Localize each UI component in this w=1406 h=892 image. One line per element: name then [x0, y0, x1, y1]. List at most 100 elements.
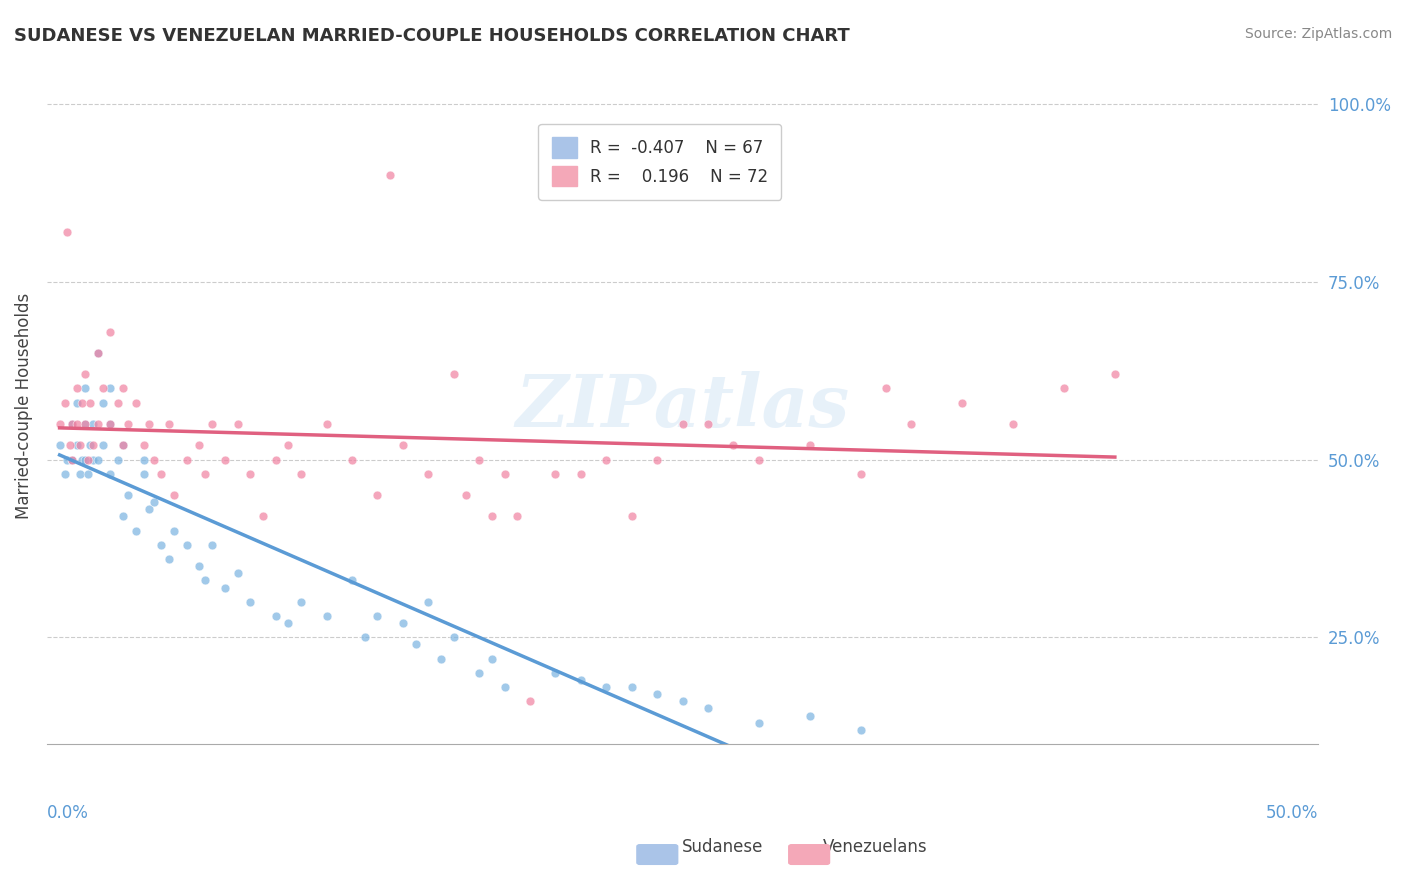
Point: [697, 701, 720, 715]
Point: [620, 680, 643, 694]
Point: [671, 417, 693, 431]
Point: [201, 538, 224, 552]
Point: [277, 616, 299, 631]
Point: [595, 680, 617, 694]
Point: [69, 467, 91, 481]
Point: [378, 168, 401, 182]
Point: [117, 417, 139, 431]
Point: [1053, 382, 1076, 396]
Point: [100, 325, 122, 339]
Point: [193, 467, 215, 481]
Point: [72, 395, 94, 409]
Point: [66, 382, 89, 396]
Point: [569, 467, 592, 481]
Point: [849, 467, 872, 481]
Point: [100, 417, 122, 431]
Point: [723, 438, 745, 452]
Point: [76, 452, 98, 467]
Point: [73, 452, 96, 467]
Point: [60, 417, 83, 431]
Point: [91, 382, 114, 396]
Point: [112, 438, 135, 452]
Point: [1002, 417, 1025, 431]
Point: [91, 438, 114, 452]
Point: [468, 665, 491, 680]
Point: [132, 438, 155, 452]
Point: [697, 417, 720, 431]
Point: [544, 665, 567, 680]
Point: [142, 452, 165, 467]
Point: [277, 438, 299, 452]
Text: SUDANESE VS VENEZUELAN MARRIED-COUPLE HOUSEHOLDS CORRELATION CHART: SUDANESE VS VENEZUELAN MARRIED-COUPLE HO…: [14, 27, 849, 45]
Point: [48, 438, 70, 452]
Point: [107, 452, 129, 467]
Point: [48, 417, 70, 431]
Point: [900, 417, 922, 431]
Point: [117, 488, 139, 502]
Point: [340, 574, 363, 588]
Text: Venezuelans: Venezuelans: [823, 838, 927, 856]
Point: [87, 417, 110, 431]
Point: [132, 467, 155, 481]
Point: [645, 687, 668, 701]
Point: [60, 417, 83, 431]
Point: [91, 395, 114, 409]
Point: [188, 438, 211, 452]
Point: [799, 438, 821, 452]
Point: [138, 417, 160, 431]
Point: [671, 694, 693, 708]
Point: [645, 452, 668, 467]
Text: 50.0%: 50.0%: [1265, 805, 1319, 822]
Point: [340, 452, 363, 467]
Point: [875, 382, 897, 396]
Point: [366, 609, 388, 624]
Point: [112, 509, 135, 524]
Point: [176, 538, 198, 552]
Point: [107, 395, 129, 409]
Point: [100, 467, 122, 481]
Point: [82, 417, 104, 431]
Text: Source: ZipAtlas.com: Source: ZipAtlas.com: [1244, 27, 1392, 41]
Point: [264, 609, 287, 624]
Point: [430, 651, 453, 665]
Point: [950, 395, 973, 409]
Point: [201, 417, 224, 431]
Point: [418, 467, 440, 481]
Legend: R =  -0.407    N = 67, R =    0.196    N = 72: R = -0.407 N = 67, R = 0.196 N = 72: [538, 124, 782, 200]
Point: [418, 595, 440, 609]
Point: [142, 495, 165, 509]
Point: [405, 638, 427, 652]
Point: [150, 538, 173, 552]
Point: [239, 595, 262, 609]
Point: [799, 708, 821, 723]
Point: [66, 417, 89, 431]
Point: [494, 680, 516, 694]
Point: [264, 452, 287, 467]
Point: [620, 509, 643, 524]
Point: [82, 452, 104, 467]
Point: [214, 581, 236, 595]
Point: [112, 382, 135, 396]
Point: [188, 559, 211, 574]
Point: [193, 574, 215, 588]
Point: [595, 452, 617, 467]
Point: [456, 488, 478, 502]
Point: [226, 417, 249, 431]
Point: [315, 609, 337, 624]
Point: [157, 552, 180, 566]
Point: [59, 438, 82, 452]
Text: 0.0%: 0.0%: [46, 805, 89, 822]
Point: [73, 382, 96, 396]
Point: [544, 467, 567, 481]
Text: ZIPatlas: ZIPatlas: [516, 371, 849, 442]
Point: [1104, 368, 1126, 382]
Point: [849, 723, 872, 737]
Point: [73, 417, 96, 431]
Point: [112, 438, 135, 452]
Point: [290, 467, 312, 481]
Point: [60, 452, 83, 467]
Point: [157, 417, 180, 431]
Point: [82, 438, 104, 452]
Point: [481, 509, 503, 524]
Point: [79, 438, 101, 452]
